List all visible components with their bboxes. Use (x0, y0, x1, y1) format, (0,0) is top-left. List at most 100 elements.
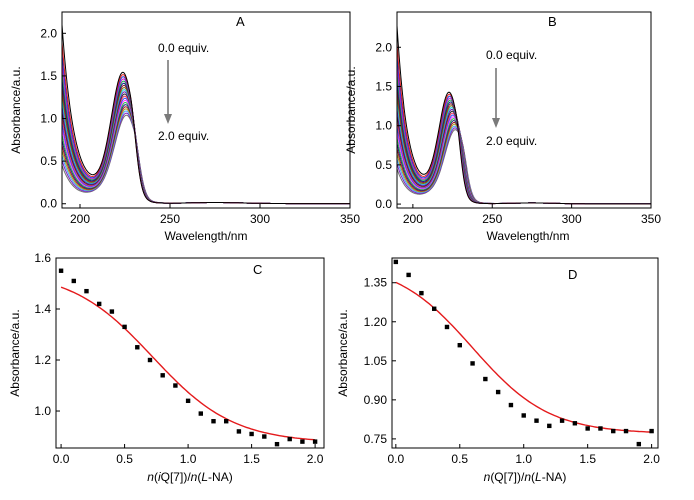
panel-a-y-tick-label: 1.5 (40, 69, 57, 83)
panel-c-y-tick-label: 1.2 (34, 353, 51, 367)
panel-d-y-tick-label: 0.75 (364, 432, 388, 446)
panel-c-data-point (84, 288, 89, 294)
panel-c-y-tick-label: 1.0 (34, 404, 51, 418)
panel-d-data-point (598, 426, 603, 431)
panel-a-spectrum-line (62, 24, 350, 205)
panel-c-ticks: 0.0 0.5 1.0 1.5 2.0 1.0 1.2 1.4 1.6 (34, 251, 323, 466)
panel-c-x-tick-label: 0.5 (116, 452, 133, 466)
panel-c-x-axis-title-part: ( (197, 470, 201, 484)
panel-c-y-axis-title: Absorbance/a.u. (8, 309, 22, 396)
panel-a-spectrum-line (62, 84, 350, 205)
panel-c-x-axis-title-part: Q[7])/ (161, 470, 192, 484)
panel-b-end-annotation: 2.0 equiv. (486, 134, 537, 148)
panel-c-data-point (173, 383, 178, 388)
panel-d-x-axis-title-part: -NA) (542, 470, 567, 484)
panel-c-x-axis-title-part: ( (154, 470, 158, 484)
panel-d-fit (395, 281, 652, 433)
panel-a-spectrum-line (62, 86, 350, 205)
panel-a-x-tick-label: 350 (340, 212, 360, 226)
panel-a-spectrum-line (62, 89, 350, 205)
panel-d-data-point (521, 413, 526, 418)
panel-c-x-axis-title-part: n (191, 470, 198, 484)
panel-b-plot-frame (396, 11, 652, 209)
panel-d-data-point (611, 428, 616, 434)
panel-a-x-tick-label: 250 (160, 212, 180, 226)
panel-b-y-tick-label: 1.5 (375, 79, 392, 93)
panel-a-spectra-chart: 200 250 300 350 0.0 0.5 1.0 1.5 2.0 A 0.0 equiv.… (9, 11, 360, 243)
panel-a-spectrum-line (62, 41, 350, 205)
panel-c-x-tick-label: 1.5 (243, 452, 260, 466)
panel-c-x-axis-title: n(iQ[7])/n(L-NA) (147, 470, 232, 484)
panel-a-x-tick-label: 300 (250, 212, 270, 226)
panel-d-data-point (470, 361, 475, 366)
panel-c-data-point (312, 439, 318, 444)
panel-d-x-axis-title-part: (Q[7])/ (490, 470, 525, 484)
panel-b-y-tick-label: 0.0 (375, 197, 392, 211)
panel-d-ticks: 0.0 0.5 1.0 1.5 2.0 0.75 0.90 1.05 1.20 1.35 (364, 276, 661, 466)
panel-d-x-axis-title-part: n (484, 470, 491, 484)
panel-b-arrow-head (492, 118, 500, 128)
panel-d-x-tick-label: 1.0 (515, 452, 532, 466)
panel-c-data-point (236, 429, 242, 434)
panel-c-data-point (109, 309, 115, 314)
panel-d-fit-line (395, 281, 652, 433)
panel-b-y-tick-label: 0.5 (375, 158, 392, 172)
panel-b-x-tick-label: 200 (403, 212, 423, 226)
panel-d-y-tick-label: 1.35 (364, 276, 388, 290)
panel-d-data-point (406, 272, 411, 278)
panel-d-data-point (432, 306, 437, 311)
panel-d-data-point (636, 441, 642, 447)
panel-d-plot-frame (391, 257, 659, 449)
panel-c-data-point (223, 419, 229, 424)
panel-b-x-axis-title: Wavelength/nm (487, 229, 570, 243)
panel-c-data-point (274, 441, 280, 447)
panel-c-data-point (147, 357, 153, 363)
panel-a-letter: A (236, 14, 245, 29)
panel-c-data-points (58, 268, 318, 447)
panel-c-data-point (262, 434, 267, 439)
panel-a-y-axis-title: Absorbance/a.u. (9, 66, 23, 153)
panel-c-x-axis-title-part: L (201, 470, 208, 484)
panel-d-data-point (559, 418, 565, 423)
panel-c-data-point (160, 373, 165, 378)
panel-a-x-tick-label: 200 (70, 212, 90, 226)
panel-c-plot-frame (55, 257, 325, 449)
panel-d-x-tick-label: 0.5 (451, 452, 468, 466)
panel-b-letter: B (548, 14, 557, 29)
panel-c-x-axis-title-part: i (158, 470, 161, 484)
panel-d-data-point (483, 376, 488, 382)
panel-b-x-tick-label: 350 (641, 212, 661, 226)
panel-c-fit-line (60, 286, 316, 441)
panel-d-y-axis-title: Absorbance/a.u. (336, 309, 350, 396)
panel-a-ticks: 200 250 300 350 0.0 0.5 1.0 1.5 2.0 (40, 26, 360, 226)
panel-c-data-point (287, 436, 292, 442)
panel-d-data-points (393, 259, 654, 447)
panel-c-data-point (122, 324, 127, 330)
panel-d-data-point (623, 428, 629, 434)
panel-d-x-tick-label: 2.0 (643, 452, 660, 466)
panel-d-data-point (534, 418, 539, 423)
panel-c-x-axis-title-part: -NA) (208, 470, 233, 484)
panel-d-y-tick-label: 0.90 (364, 393, 388, 407)
panel-a-plot-frame (61, 11, 351, 209)
panel-c-x-axis-title-part: n (147, 470, 154, 484)
panel-b-y-axis-title: Absorbance/a.u. (344, 66, 358, 153)
panel-a-y-tick-label: 0.0 (40, 197, 57, 211)
panel-a-arrow-head (164, 114, 172, 124)
panel-c-x-tick-label: 0.0 (53, 452, 70, 466)
panel-b-y-tick-label: 1.0 (375, 119, 392, 133)
panel-b-y-tick-label: 2.0 (375, 40, 392, 54)
panel-c-data-point (96, 301, 102, 307)
panel-b-ticks: 200 250 300 350 0.0 0.5 1.0 1.5 2.0 (375, 40, 661, 226)
panel-d-x-axis-title-part: ( (531, 470, 535, 484)
panel-d-data-point (457, 342, 462, 348)
panel-c-x-tick-label: 2.0 (307, 452, 324, 466)
panel-c-data-point (300, 439, 305, 444)
panel-c-data-point (58, 268, 64, 273)
panel-d-x-axis-title: n(Q[7])/n(L-NA) (484, 470, 567, 484)
panel-d-data-point (508, 402, 514, 408)
panel-a-spectra-curves (62, 24, 350, 205)
panel-d-data-point (495, 389, 501, 395)
panel-c-data-point (198, 411, 203, 416)
